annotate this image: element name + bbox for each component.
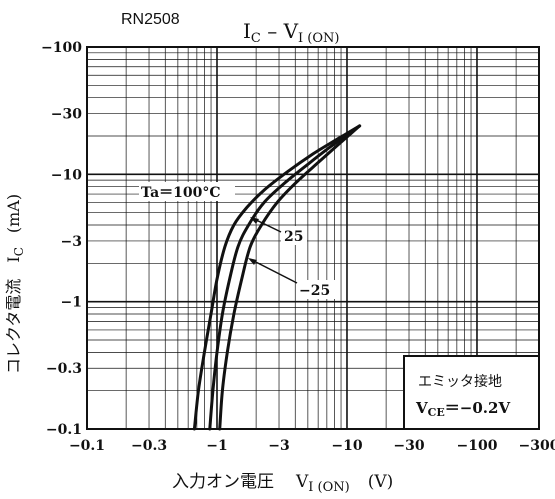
- y-tick-label: −0.1: [46, 422, 82, 438]
- annotation-vce: V: [415, 399, 428, 417]
- chart-title-vi: V: [283, 19, 299, 43]
- chart-title-ic: I: [243, 19, 251, 43]
- x-axis-label-var: V: [295, 472, 309, 492]
- x-tick-label: −3: [268, 438, 289, 454]
- x-axis-label-sub: I (ON): [308, 480, 349, 495]
- curve-ta-minus25c: [218, 124, 362, 431]
- plot-frame: [86, 46, 540, 430]
- series-label-25: 25: [284, 229, 303, 245]
- series-label-bg-100: [139, 182, 235, 201]
- series-label-bg-m25: [297, 280, 337, 299]
- annotation-vce-value: ＝−0.2V: [445, 399, 511, 417]
- y-axis-label-sub: C: [12, 247, 26, 256]
- annotation-vce-sub: CE: [428, 406, 445, 419]
- curves: [192, 124, 362, 431]
- y-tick-label: −30: [51, 107, 82, 123]
- part-number: RN2508: [121, 11, 180, 28]
- x-axis-label-jp: 入力オン電圧: [172, 472, 274, 492]
- y-axis-label-unit: (mA): [4, 194, 23, 233]
- chart-title-dash: –: [261, 19, 284, 43]
- chart-title-vi-sub: I (ON): [298, 31, 339, 46]
- y-tick-label: −1: [61, 295, 82, 311]
- y-tick-labels: −0.1 −0.3 −1 −3 −10 −30 −100: [41, 40, 82, 438]
- curve-ta-100c: [192, 124, 362, 431]
- series-label-100: Ta＝100°C: [141, 185, 221, 201]
- y-axis-label: コレクタ電流 IC (mA): [4, 194, 26, 374]
- y-tick-label: −0.3: [46, 361, 82, 377]
- x-tick-labels: −0.1 −0.3 −1 −3 −10 −30 −100 −300: [69, 438, 555, 454]
- x-tick-label: −1: [206, 438, 227, 454]
- x-tick-label: −0.3: [131, 438, 167, 454]
- y-tick-label: −10: [51, 167, 82, 183]
- chart-title-ic-sub: C: [251, 31, 261, 46]
- y-tick-label: −3: [61, 234, 82, 250]
- x-axis-label-unit: (V): [368, 472, 394, 492]
- x-tick-label: −0.1: [69, 438, 105, 454]
- y-tick-label: −100: [41, 40, 82, 56]
- series-label-bg-25: [281, 226, 307, 245]
- series-pointer-m25: [249, 258, 298, 284]
- curve-ta-25c: [208, 124, 362, 431]
- series-label-m25: −25: [299, 283, 330, 299]
- x-tick-label: −30: [393, 438, 424, 454]
- x-tick-label: −10: [331, 438, 362, 454]
- annotation-line1: エミッタ接地: [418, 373, 502, 389]
- y-axis-label-jp: コレクタ電流: [4, 279, 23, 374]
- x-tick-label: −300: [519, 438, 555, 454]
- annotation-box: [403, 355, 540, 430]
- x-axis-label: 入力オン電圧 VI (ON) (V): [172, 472, 393, 495]
- y-axis-label-var: I: [4, 256, 23, 262]
- x-tick-label: −100: [456, 438, 497, 454]
- series-arrowhead-25: [250, 217, 259, 224]
- annotation-line2: VCE＝−0.2V: [415, 399, 510, 419]
- series-arrowhead-m25: [248, 258, 257, 265]
- chart-title: IC – VI (ON): [243, 19, 339, 46]
